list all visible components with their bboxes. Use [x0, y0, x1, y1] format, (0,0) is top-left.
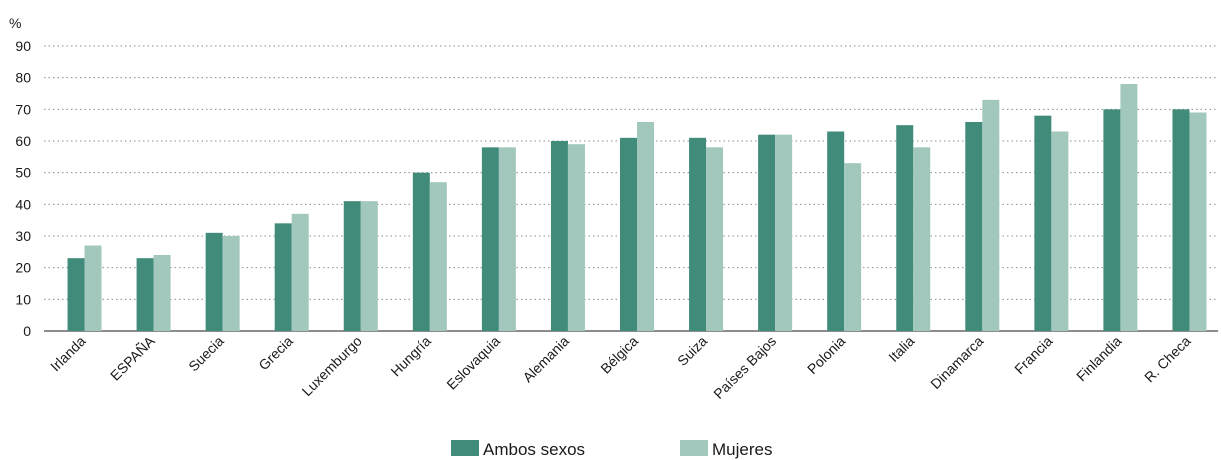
bar-ambos-sexos	[205, 232, 223, 331]
x-category-label: Italia	[885, 333, 917, 365]
y-tick-label: 0	[23, 323, 31, 339]
bar-ambos-sexos	[620, 137, 637, 331]
bar-mujeres	[222, 236, 240, 331]
bar-mujeres	[498, 147, 516, 331]
x-category-label: Países Bajos	[710, 333, 779, 402]
bar-mujeres	[360, 201, 378, 331]
legend-label: Mujeres	[712, 440, 772, 459]
x-category-label: Alemania	[519, 333, 572, 386]
bar-ambos-sexos	[67, 258, 85, 331]
bar-mujeres	[1120, 84, 1138, 331]
bar-mujeres	[429, 182, 447, 331]
bar-mujeres	[1051, 131, 1069, 331]
bar-mujeres	[153, 255, 171, 331]
bar-ambos-sexos	[896, 125, 914, 332]
x-category-label: Eslovaquia	[443, 333, 503, 393]
x-category-label: Dinamarca	[927, 333, 986, 392]
bar-ambos-sexos	[481, 147, 499, 331]
bar-mujeres	[637, 122, 654, 331]
bar-ambos-sexos	[965, 122, 983, 331]
bar-mujeres	[775, 134, 793, 331]
x-category-label: Bélgica	[597, 333, 641, 377]
bar-mujeres	[1189, 112, 1207, 331]
x-category-label: Irlanda	[47, 333, 89, 375]
bar-ambos-sexos	[827, 131, 845, 331]
bar-ambos-sexos	[136, 258, 154, 331]
y-tick-label: 90	[15, 38, 31, 54]
bar-ambos-sexos	[550, 141, 568, 331]
y-tick-label: 20	[15, 260, 31, 276]
bar-mujeres	[913, 147, 931, 331]
legend: Ambos sexos Mujeres	[451, 440, 772, 459]
y-tick-label: 30	[15, 228, 31, 244]
y-tick-label: 70	[15, 101, 31, 117]
x-category-label: ESPAÑA	[107, 332, 158, 383]
x-axis-labels: Irlanda ESPAÑA Suecia Grecia Luxemburgo Hungr…	[47, 332, 1194, 402]
bar-mujeres	[84, 245, 102, 331]
x-category-label: Suiza	[674, 333, 710, 369]
legend-swatch	[451, 440, 479, 456]
x-category-label: Polonia	[804, 333, 848, 377]
bar-ambos-sexos	[412, 172, 430, 331]
y-tick-label: 10	[15, 291, 31, 307]
x-category-label: Suecia	[185, 333, 227, 375]
y-tick-label: 40	[15, 196, 31, 212]
x-category-label: R. Checa	[1141, 333, 1194, 386]
bar-mujeres	[982, 99, 1000, 331]
bar-ambos-sexos	[758, 134, 776, 331]
x-category-label: Finlandia	[1073, 333, 1125, 385]
y-tick-label: 60	[15, 133, 31, 149]
bar-mujeres	[567, 144, 585, 331]
x-category-label: Grecia	[255, 333, 296, 374]
legend-swatch	[680, 440, 708, 456]
y-tick-label: 80	[15, 70, 31, 86]
bar-mujeres	[844, 163, 862, 331]
bar-ambos-sexos	[1103, 109, 1121, 331]
x-category-label: Hungría	[387, 333, 434, 380]
bar-ambos-sexos	[274, 223, 292, 331]
bars	[67, 84, 1207, 332]
bar-ambos-sexos	[1172, 109, 1190, 331]
y-tick-label: 50	[15, 165, 31, 181]
bar-ambos-sexos	[1034, 115, 1052, 332]
bar-ambos-sexos	[689, 137, 707, 331]
bar-mujeres	[706, 147, 724, 331]
bar-mujeres	[291, 213, 309, 331]
y-axis-ticks: 0 10 20 30 40 50 60 70 80 90	[15, 38, 31, 339]
x-category-label: Francia	[1011, 333, 1055, 377]
y-axis-unit-label: %	[9, 15, 21, 31]
bar-ambos-sexos	[343, 201, 361, 331]
legend-label: Ambos sexos	[483, 440, 585, 459]
x-category-label: Luxemburgo	[299, 333, 365, 399]
